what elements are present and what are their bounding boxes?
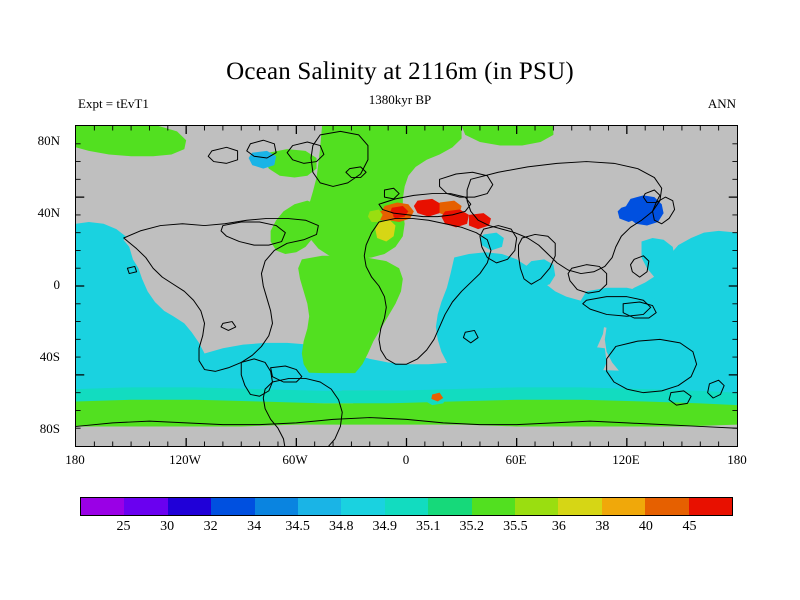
region-indonesian-seas: [580, 287, 659, 331]
colorbar-band-2: [167, 498, 212, 515]
season-label: ANN: [707, 96, 736, 111]
colorbar-tick-45: 45: [682, 519, 697, 534]
salinity-map: [76, 126, 737, 446]
colorbar-band-13: [645, 498, 689, 515]
lat-label-40n: 40N: [37, 205, 60, 220]
map-plot-area: [75, 125, 738, 447]
colorbar-tick-34.9: 34.9: [372, 519, 397, 534]
colorbar-tick-32: 32: [203, 519, 218, 534]
lat-label-0: 0: [53, 277, 61, 292]
region-nw-africa-yellow: [375, 220, 396, 242]
colorbar-band-10: [515, 498, 559, 515]
colorbar-tick-34: 34: [247, 519, 262, 534]
colorbar-tick-35.2: 35.2: [459, 519, 485, 534]
colorbar-tick-30: 30: [160, 519, 175, 534]
colorbar-band-7: [384, 498, 429, 515]
colorbar-band-0: [81, 498, 125, 515]
colorbar-band-1: [124, 498, 168, 515]
colorbar-band-8: [428, 498, 472, 515]
region-bay-of-bengal: [525, 259, 556, 288]
lon-label-60e: 60E: [505, 452, 527, 467]
colorbar-tick-35.1: 35.1: [416, 519, 441, 534]
colorbar-tick-36: 36: [551, 519, 566, 534]
colorbar-tick-34.5: 34.5: [285, 519, 310, 534]
region-southern-ocean-green: [76, 399, 737, 427]
colorbar-band-3: [211, 498, 255, 515]
colorbar-band-11: [558, 498, 602, 515]
region-norwegian-sea-green: [461, 126, 554, 146]
colorbar-tick-35.5: 35.5: [503, 519, 528, 534]
lat-label-80s: 80S: [39, 421, 60, 436]
axis-ticks: [76, 126, 737, 446]
region-north-pacific: [76, 229, 218, 398]
region-japan-low-salinity-2: [617, 204, 640, 222]
colorbar-band-14: [688, 498, 733, 515]
region-arctic-atlantic-green: [76, 126, 187, 157]
colorbar-tick-38: 38: [595, 519, 610, 534]
colorbar-band-9: [471, 498, 516, 515]
lon-label-180e: 180: [727, 452, 747, 467]
region-north-atlantic-west: [270, 200, 321, 254]
region-labrador-sea: [265, 149, 317, 178]
colorbar: [80, 497, 733, 516]
experiment-label: Expt = tEvT1: [78, 96, 149, 111]
region-hudson-bay: [248, 150, 277, 169]
colorbar-band-4: [254, 498, 299, 515]
lon-label-60w: 60W: [282, 452, 308, 467]
lat-label-40s: 40S: [39, 349, 60, 364]
region-arabian-cyan-patch: [479, 232, 504, 251]
lon-label-120e: 120E: [612, 452, 640, 467]
colorbar-band-12: [601, 498, 646, 515]
region-arabian-sea: [485, 255, 523, 288]
lon-label-180w: 180: [65, 452, 85, 467]
colorbar-band-6: [341, 498, 385, 515]
lon-label-120w: 120W: [169, 452, 201, 467]
subtitle-time: 1380kyr BP: [368, 92, 432, 107]
page-title: Ocean Salinity at 2116m (in PSU): [226, 58, 574, 85]
colorbar-tick-25: 25: [116, 519, 131, 534]
coastlines: [76, 130, 737, 446]
region-ross-patch: [431, 392, 444, 402]
region-tropical-atlantic: [298, 255, 403, 381]
colorbar-tick-40: 40: [638, 519, 653, 534]
lon-label-0: 0: [402, 452, 410, 467]
colorbar-band-5: [298, 498, 342, 515]
region-gibraltar-yellowgreen: [367, 209, 383, 222]
lat-label-80n: 80N: [37, 133, 60, 148]
region-indian-ocean: [435, 252, 605, 390]
colorbar-tick-34.8: 34.8: [328, 519, 354, 534]
